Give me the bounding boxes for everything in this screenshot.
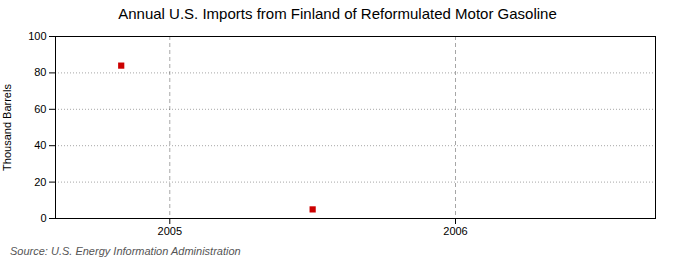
svg-text:20: 20 bbox=[34, 176, 46, 188]
svg-text:2005: 2005 bbox=[158, 225, 182, 237]
svg-text:40: 40 bbox=[34, 139, 46, 151]
svg-text:80: 80 bbox=[34, 66, 46, 78]
svg-text:Thousand Barrels: Thousand Barrels bbox=[1, 84, 13, 171]
svg-text:0: 0 bbox=[40, 212, 46, 224]
svg-text:100: 100 bbox=[28, 30, 46, 42]
html-text:Source: U.S. Energy Informatio: Source: U.S. Energy Information Administ… bbox=[10, 245, 241, 257]
html-text:Annual U.S. Imports from Finla: Annual U.S. Imports from Finland of Refo… bbox=[118, 5, 557, 22]
svg-text:60: 60 bbox=[34, 103, 46, 115]
svg-text:2006: 2006 bbox=[443, 225, 467, 237]
